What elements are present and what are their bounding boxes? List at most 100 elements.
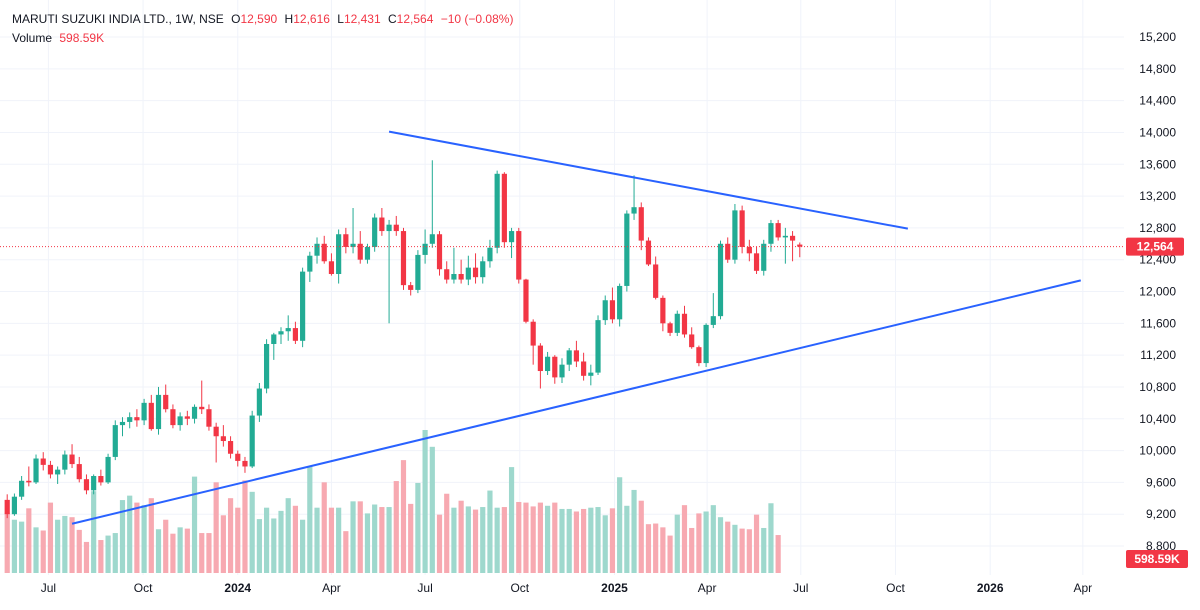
candle xyxy=(732,204,738,264)
candle-body xyxy=(393,224,399,232)
volume-bar xyxy=(588,507,594,573)
candle-body xyxy=(595,320,601,373)
x-tick-label: Oct xyxy=(134,581,153,595)
volume-bar xyxy=(40,530,46,573)
candle xyxy=(689,327,695,349)
candle-body xyxy=(581,361,587,376)
candle xyxy=(681,305,688,338)
candle xyxy=(552,355,558,384)
candle-body xyxy=(631,207,637,214)
volume-bar xyxy=(33,527,39,573)
volume-bar xyxy=(206,533,212,573)
last-volume-tag-label: 598.59K xyxy=(1134,552,1180,566)
volume-bar xyxy=(105,535,111,573)
y-tick-label: 8,800 xyxy=(1146,539,1176,553)
candle xyxy=(393,215,399,236)
candle xyxy=(761,239,767,276)
x-tick-label: Oct xyxy=(886,581,905,595)
candle xyxy=(480,256,486,284)
candle xyxy=(696,345,702,367)
candle-body xyxy=(336,234,342,275)
volume-bar xyxy=(184,528,190,573)
candle xyxy=(782,227,788,264)
time-axis[interactable]: Jul Oct 2024 Apr Jul Oct 2025 Apr Jul Oct 2026 Apr xyxy=(41,581,1092,595)
volume-legend: Volume 598.59K xyxy=(12,31,104,45)
candle-body xyxy=(638,207,644,241)
candle xyxy=(256,382,262,422)
candle xyxy=(415,250,421,294)
open-value: 12,590 xyxy=(240,12,278,26)
candle-body xyxy=(328,261,335,275)
volume-bar xyxy=(19,521,25,573)
volume-bar xyxy=(227,498,234,573)
candle-body xyxy=(768,223,774,244)
candle xyxy=(508,227,515,259)
candle-body xyxy=(732,210,738,260)
candle xyxy=(292,321,299,344)
price-axis[interactable]: 8,800 9,200 9,600 10,000 10,400 10,800 11,200 1… xyxy=(1139,30,1176,553)
candle-body xyxy=(451,274,457,280)
candle-body xyxy=(127,417,133,422)
candle xyxy=(249,410,255,469)
candle-body xyxy=(170,409,176,426)
candle-body xyxy=(544,356,551,372)
volume-bar xyxy=(775,535,781,573)
volume-bar xyxy=(717,517,724,573)
volume-bar xyxy=(710,505,716,573)
candle-body xyxy=(321,243,327,262)
candle-body xyxy=(458,274,464,280)
candle-body xyxy=(184,416,190,419)
candle xyxy=(379,207,385,236)
volume-bar xyxy=(480,507,486,573)
candle xyxy=(746,239,752,262)
x-tick-label: 2024 xyxy=(224,581,251,595)
candle-body xyxy=(408,285,414,290)
candle xyxy=(350,207,356,254)
volume-bar xyxy=(307,466,313,573)
candle-body xyxy=(213,426,219,437)
volume-bar xyxy=(581,508,587,573)
candle-body xyxy=(55,469,61,475)
candle-body xyxy=(739,210,745,247)
candle-body xyxy=(761,243,767,271)
volume-bar xyxy=(191,476,198,573)
x-tick-label: Apr xyxy=(1073,581,1092,595)
volume-bar xyxy=(55,519,61,573)
candle-body xyxy=(386,224,392,232)
candle-body xyxy=(422,243,428,255)
candle-body xyxy=(343,234,349,247)
open-label: O xyxy=(231,12,241,26)
volume-bar xyxy=(645,524,652,573)
candle xyxy=(184,410,190,426)
candle xyxy=(494,170,500,254)
volume-bar xyxy=(47,502,54,573)
y-tick-label: 13,200 xyxy=(1139,189,1176,203)
candle xyxy=(703,323,709,368)
candle xyxy=(573,340,580,368)
x-tick-label: Oct xyxy=(510,581,529,595)
candle-body xyxy=(436,234,443,270)
volume-bar xyxy=(83,541,90,573)
volume-bar xyxy=(653,523,659,573)
candle xyxy=(739,205,745,254)
y-tick-label: 12,800 xyxy=(1139,221,1176,235)
candle-body xyxy=(617,285,623,320)
candle-body xyxy=(285,328,291,332)
candle-body xyxy=(364,246,371,260)
candle-body xyxy=(602,300,608,321)
volume-bar xyxy=(328,507,335,573)
trendlines[interactable] xyxy=(71,130,1082,525)
volume-bar xyxy=(530,506,536,573)
candle xyxy=(638,202,644,251)
candle xyxy=(206,404,212,431)
volume-bar xyxy=(69,517,75,573)
candle xyxy=(155,386,162,435)
y-tick-label: 10,800 xyxy=(1139,380,1176,394)
candle-body xyxy=(696,347,702,364)
y-tick-label: 9,200 xyxy=(1146,507,1176,521)
y-tick-label: 13,600 xyxy=(1139,157,1176,171)
candle xyxy=(674,310,680,337)
y-tick-label: 11,200 xyxy=(1140,348,1176,362)
volume-value: 598.59K xyxy=(59,31,105,45)
